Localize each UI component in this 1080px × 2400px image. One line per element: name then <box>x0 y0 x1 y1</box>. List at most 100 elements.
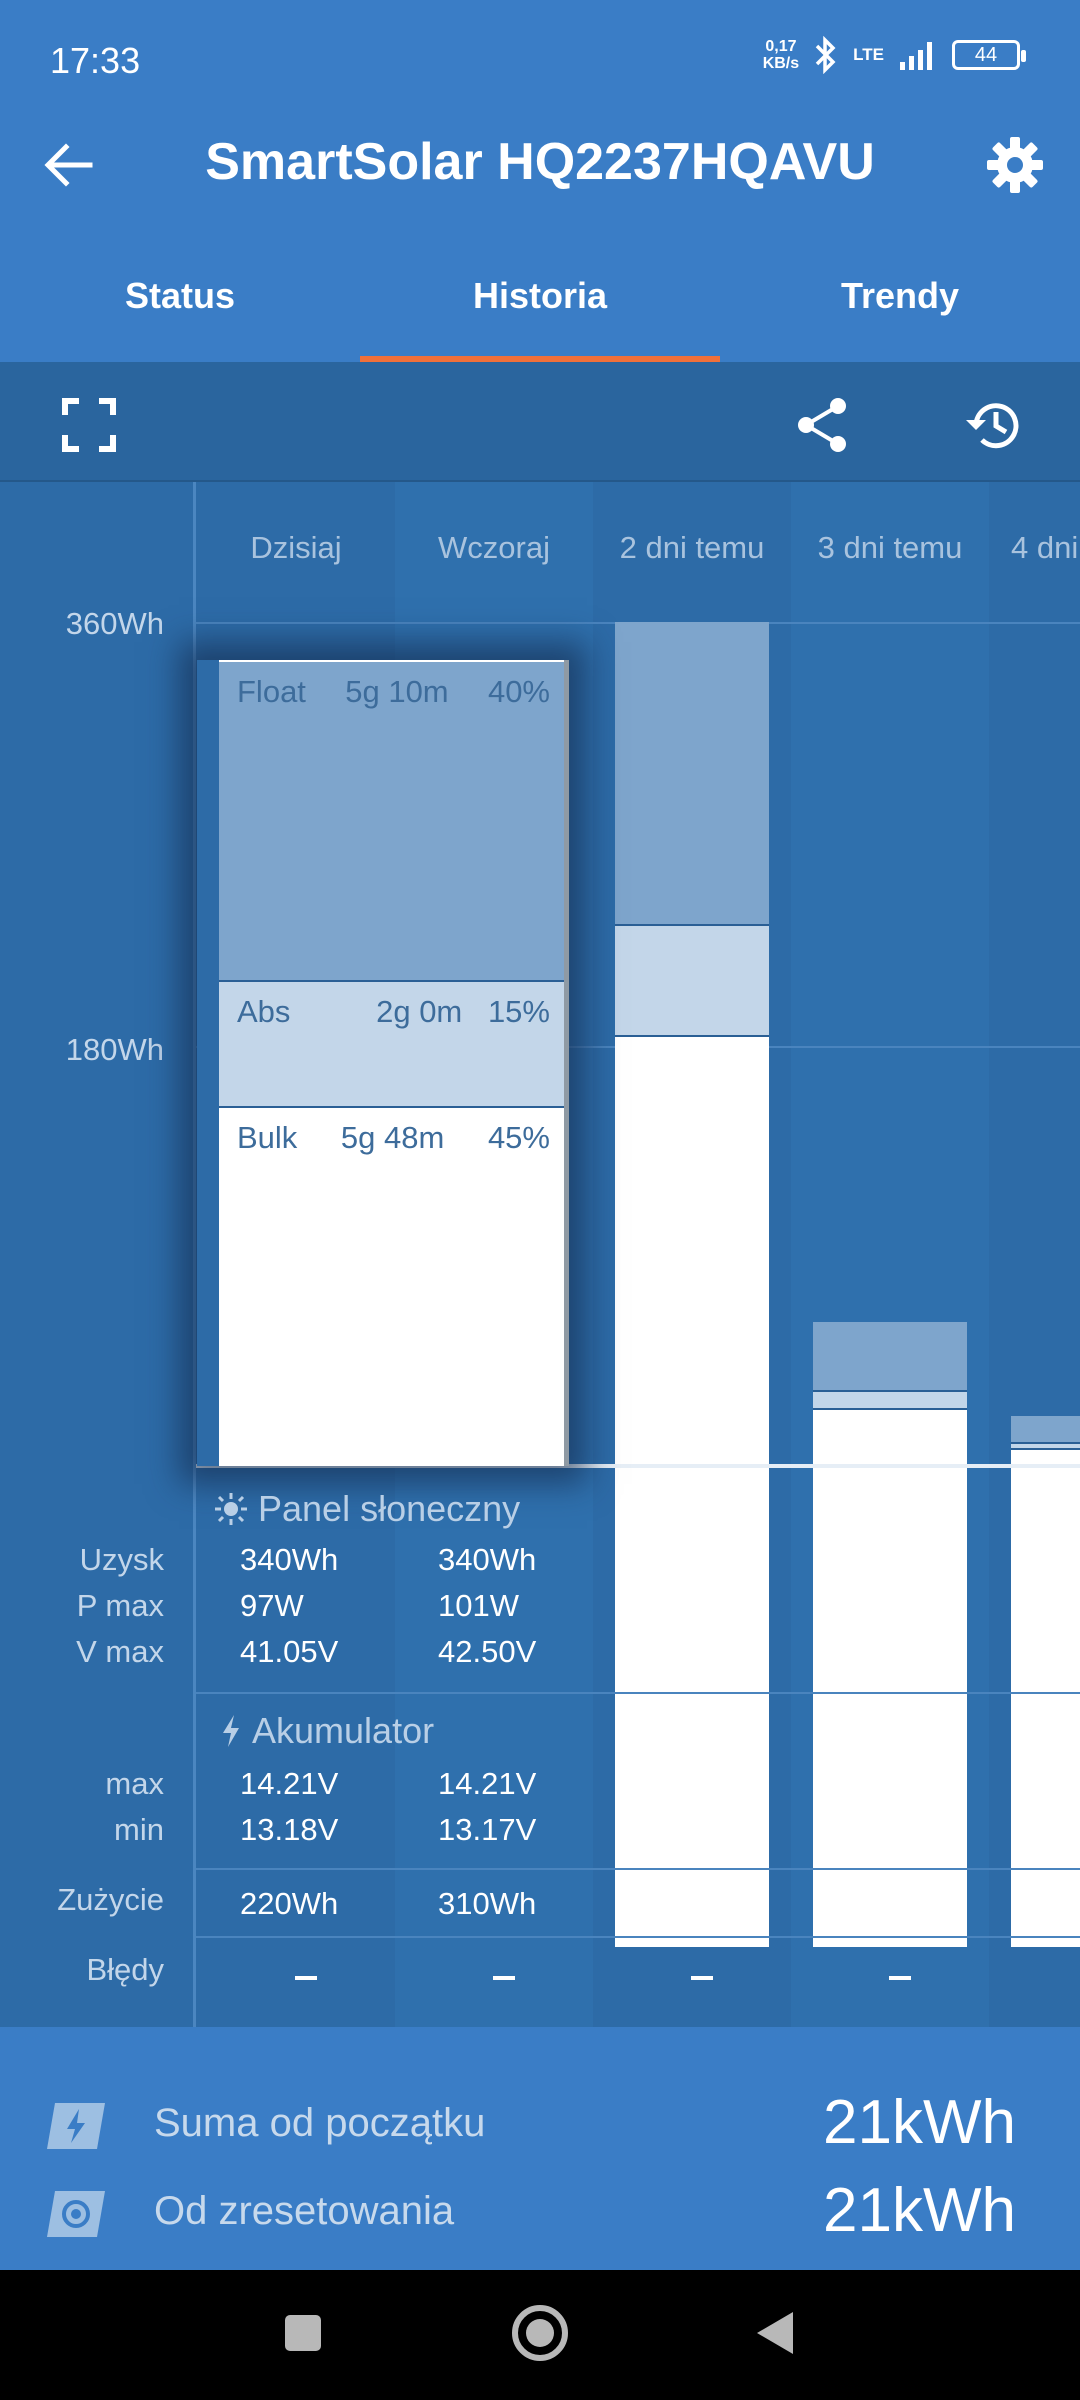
consumption-value: 310Wh <box>438 1886 537 1921</box>
network-speed: 0,17 KB/s <box>763 38 799 72</box>
pmax-value: 49W <box>834 1588 898 1623</box>
history-button[interactable] <box>958 390 1028 460</box>
home-button[interactable] <box>505 2298 575 2368</box>
recents-button[interactable] <box>268 2298 338 2368</box>
error-dash <box>493 1976 515 1980</box>
system-nav-bar <box>0 2270 1080 2400</box>
yield-value: 360Wh <box>636 1542 735 1577</box>
abs-label: Abs <box>237 994 291 1029</box>
divider <box>196 1936 1080 1938</box>
day-column-0[interactable]: Dzisiaj <box>197 482 395 2027</box>
day-column-4[interactable]: 4 dni <box>989 482 1080 2027</box>
divider <box>196 1692 1080 1694</box>
day-label: 4 dni <box>1011 530 1079 565</box>
status-bar: 17:33 0,17 KB/s LTE 44 <box>0 0 1080 120</box>
battery-max-value: 14.21V <box>240 1766 339 1801</box>
fullscreen-button[interactable] <box>54 390 124 460</box>
battery-min-value: 13.17V <box>636 1812 735 1847</box>
consumption-value: 220Wh <box>240 1886 339 1921</box>
bluetooth-icon <box>815 36 836 74</box>
yield-value: 340Wh <box>438 1542 537 1577</box>
reset-label: Od zresetowania <box>154 2189 455 2233</box>
signal-icon <box>900 42 932 70</box>
page-title: SmartSolar HQ2237HQAVU <box>205 133 875 191</box>
app-header: 17:33 0,17 KB/s LTE 44 SmartSol <box>0 0 1080 362</box>
day-detail-popup[interactable]: Float 5g 10m 40% Abs 2g 0m 15% Bulk 5g 4… <box>197 660 569 1466</box>
bar-bulk <box>813 1408 967 1947</box>
back-button[interactable] <box>34 130 104 200</box>
error-dash <box>691 1976 713 1980</box>
status-icons: 0,17 KB/s LTE 44 <box>763 36 1026 74</box>
battery-section-title: Akumulator <box>220 1710 434 1752</box>
chart-baseline <box>196 1464 1080 1468</box>
yield-label: Uzysk <box>79 1542 164 1577</box>
pmax-value: 116W <box>636 1588 715 1623</box>
reset-value: 21kWh <box>823 2176 1016 2245</box>
bar-float <box>813 1322 967 1392</box>
lightning-icon <box>223 1715 239 1747</box>
tab-historia[interactable]: Historia <box>360 250 720 362</box>
errors-label: Błędy <box>86 1952 164 1987</box>
fullscreen-icon <box>62 398 116 452</box>
tab-trendy[interactable]: Trendy <box>840 275 960 316</box>
yield-value: 60Wh <box>834 1542 915 1577</box>
since-reset-row: Od zresetowania 21kWh <box>0 2171 1080 2261</box>
sun-icon <box>215 1493 247 1525</box>
bar-bulk <box>615 1035 769 1947</box>
tab-bar: Status Historia Trendy <box>0 250 1080 362</box>
pmax-label: P max <box>76 1588 164 1623</box>
battery-min-label: min <box>114 1812 164 1847</box>
vmax-value: 42.5 <box>1032 1634 1080 1669</box>
yield-value: 340Wh <box>240 1542 339 1577</box>
y-axis: 360Wh 180Wh <box>0 482 196 2027</box>
popup-float-segment: Float 5g 10m 40% <box>219 662 564 980</box>
back-nav-button[interactable] <box>740 2298 810 2368</box>
settings-button[interactable] <box>980 130 1050 200</box>
battery-icon: 44 <box>952 40 1026 70</box>
float-time: 5g 10m <box>345 674 449 709</box>
vmax-value: 41.05V <box>240 1634 339 1669</box>
bar-float <box>1011 1416 1080 1444</box>
battery-max-value: 14.21V <box>438 1766 537 1801</box>
tab-status[interactable]: Status <box>124 275 236 316</box>
clock: 17:33 <box>50 40 141 81</box>
network-speed-value: 0,17 <box>765 38 797 55</box>
history-toolbar <box>0 362 1080 482</box>
popup-bulk-segment: Bulk 5g 48m 45% <box>219 1106 564 1464</box>
pmax-value: 97W <box>240 1588 304 1623</box>
yield-value: 20Wh <box>1032 1542 1080 1577</box>
day-column-2[interactable]: 2 dni temu <box>593 482 791 2027</box>
popup-float-row: Float 5g 10m 40% <box>237 674 550 710</box>
lightning-tag-icon <box>47 2103 105 2149</box>
vmax-value: 43.69V <box>636 1634 735 1669</box>
day-label: 3 dni temu <box>817 530 963 565</box>
triangle-back-icon <box>757 2312 793 2354</box>
home-circle-icon <box>512 2305 568 2361</box>
bar-abs <box>813 1390 967 1410</box>
float-pct: 40% <box>487 674 550 709</box>
history-panel: Dzisiaj Wczoraj 2 dni temu 3 dni temu 4 … <box>0 482 1080 2027</box>
bar-abs <box>1011 1442 1080 1450</box>
error-dash <box>295 1976 317 1980</box>
divider <box>196 1868 1080 1870</box>
gear-icon <box>987 137 1043 193</box>
share-button[interactable] <box>788 390 858 460</box>
solar-section-title: Panel słoneczny <box>214 1488 520 1530</box>
reset-tag-icon <box>47 2191 105 2237</box>
battery-title: Akumulator <box>252 1710 435 1751</box>
battery-min-value: 13.17V <box>834 1812 933 1847</box>
float-label: Float <box>237 674 306 709</box>
day-label: 2 dni temu <box>619 530 765 565</box>
consumption-value: 320Wh <box>636 1886 735 1921</box>
bulk-time: 5g 48m <box>340 1120 445 1155</box>
error-dash <box>889 1976 911 1980</box>
day-label: Dzisiaj <box>250 530 342 565</box>
consumption-label: Zużycie <box>57 1882 164 1917</box>
vmax-value: 42.50V <box>438 1634 537 1669</box>
y-tick-label: 360Wh <box>65 606 164 641</box>
share-icon <box>798 398 846 452</box>
consumption-value: 0Wh <box>1032 1886 1080 1921</box>
popup-abs-segment: Abs 2g 0m 15% <box>219 980 564 1106</box>
solar-title: Panel słoneczny <box>258 1488 521 1529</box>
y-tick-label: 180Wh <box>65 1032 164 1067</box>
